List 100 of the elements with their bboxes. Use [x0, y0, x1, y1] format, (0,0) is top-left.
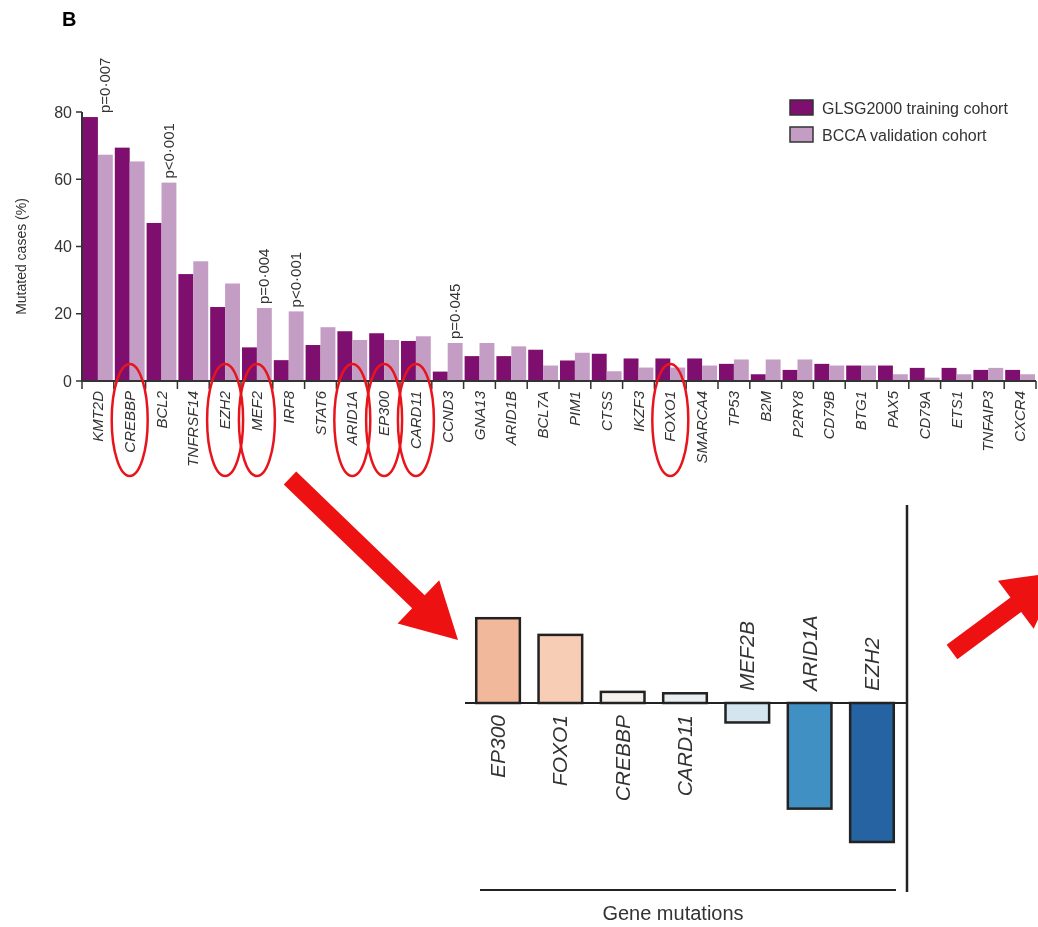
bar — [178, 274, 194, 381]
bar — [415, 336, 431, 381]
x-tick-label: IKZF3 — [629, 390, 647, 432]
bar — [288, 311, 304, 381]
x-tick-label: GNA13 — [470, 390, 488, 441]
legend-label: BCCA validation cohort — [822, 126, 988, 144]
x-tick-label: CREBBP — [120, 391, 138, 453]
x-tick-label: ETS1 — [947, 391, 965, 429]
x-tick-label: ARID1A — [797, 615, 821, 693]
bar — [401, 340, 416, 381]
x-tick-label: FOXO1 — [548, 715, 572, 787]
x-tick-label: ARID1A — [343, 391, 361, 447]
annotation: p=0·045 — [445, 283, 463, 339]
bar — [623, 358, 639, 381]
bar — [479, 343, 495, 381]
x-tick-label: SMARCA4 — [693, 391, 711, 464]
y-tick-label: 20 — [54, 305, 73, 323]
bar — [941, 367, 957, 381]
x-tick-label: EP300 — [486, 714, 510, 779]
chart-title: B — [62, 8, 77, 30]
bar — [210, 307, 226, 381]
x-tick-label: BCL7A — [534, 391, 552, 439]
y-tick-label: 40 — [54, 238, 73, 256]
bar — [973, 369, 989, 381]
bar — [765, 359, 781, 381]
x-tick-label: CREBBP — [610, 715, 634, 802]
x-tick-label: TP53 — [724, 390, 742, 427]
bar — [543, 365, 558, 381]
y-tick-label: 0 — [63, 372, 73, 390]
bar — [988, 367, 1004, 381]
x-tick-label: PIM1 — [565, 391, 583, 427]
bar — [528, 349, 544, 381]
annotation: p=0·007 — [95, 57, 113, 114]
bar — [861, 365, 876, 381]
x-tick-label: CTSS — [597, 391, 615, 432]
bar — [193, 261, 209, 381]
bar — [256, 308, 272, 381]
bar — [702, 365, 717, 381]
bar — [797, 359, 813, 381]
bar — [337, 331, 353, 381]
x-tick-label: CD79B — [820, 391, 838, 440]
bar — [606, 371, 622, 381]
bar — [733, 359, 749, 381]
bar — [447, 343, 463, 381]
bar — [511, 346, 527, 381]
annotation: p<0·001 — [159, 123, 177, 179]
bar — [83, 117, 98, 381]
bar — [750, 374, 766, 381]
annotation: p=0·004 — [254, 248, 272, 305]
bar — [878, 365, 893, 381]
legend-label: GLSG2000 training cohort — [822, 99, 1009, 117]
x-tick-label: EP300 — [375, 390, 393, 437]
bar — [464, 356, 480, 381]
bar — [719, 363, 734, 381]
y-tick-label: 80 — [54, 103, 73, 121]
bar — [560, 360, 575, 381]
bar — [496, 356, 512, 381]
bar — [97, 154, 113, 381]
x-tick-label: CARD11 — [406, 391, 424, 450]
bar — [909, 367, 925, 381]
x-tick-label: KMT2D — [88, 390, 106, 442]
bar — [273, 360, 289, 381]
x-tick-label: FOXO1 — [661, 391, 679, 442]
x-axis-title: Gene mutations — [602, 902, 744, 924]
bar — [384, 339, 399, 381]
x-tick-label: PAX5 — [883, 390, 901, 429]
bar — [846, 365, 862, 381]
bar — [591, 353, 607, 381]
x-tick-label: CCND3 — [438, 390, 456, 443]
bar — [114, 147, 130, 381]
x-tick-label: B2M — [756, 390, 774, 422]
x-tick-label: TNFAIP3 — [979, 390, 997, 452]
bar — [814, 363, 830, 381]
bar — [146, 222, 162, 381]
bar — [369, 333, 385, 381]
x-tick-label: TNFRSF14 — [184, 391, 202, 467]
y-tick-label: 60 — [54, 170, 73, 188]
x-tick-label: EZH2 — [216, 390, 234, 430]
bar — [1020, 374, 1035, 381]
annotation: p<0·001 — [286, 251, 304, 308]
bar — [129, 161, 145, 381]
bar — [320, 327, 336, 381]
x-tick-label: CARD11 — [673, 715, 696, 797]
bar — [305, 345, 321, 381]
y-axis-title: Mutated cases (%) — [13, 198, 29, 315]
bar — [782, 369, 798, 381]
bar — [687, 358, 703, 381]
x-tick-label: IRF8 — [279, 390, 297, 424]
x-tick-label: P2RY8 — [788, 390, 806, 438]
bar — [574, 352, 590, 381]
x-tick-label: BTG1 — [852, 391, 870, 431]
x-tick-label: ARID1B — [502, 391, 520, 447]
bar — [829, 365, 845, 381]
bar — [892, 374, 908, 381]
bar — [225, 283, 240, 381]
x-tick-label: STAT6 — [311, 390, 329, 436]
x-tick-label: EZH2 — [859, 637, 883, 691]
x-tick-label: MEF2 — [247, 390, 265, 432]
x-tick-label: CXCR4 — [1011, 391, 1029, 442]
x-tick-label: BCL2 — [152, 390, 170, 429]
